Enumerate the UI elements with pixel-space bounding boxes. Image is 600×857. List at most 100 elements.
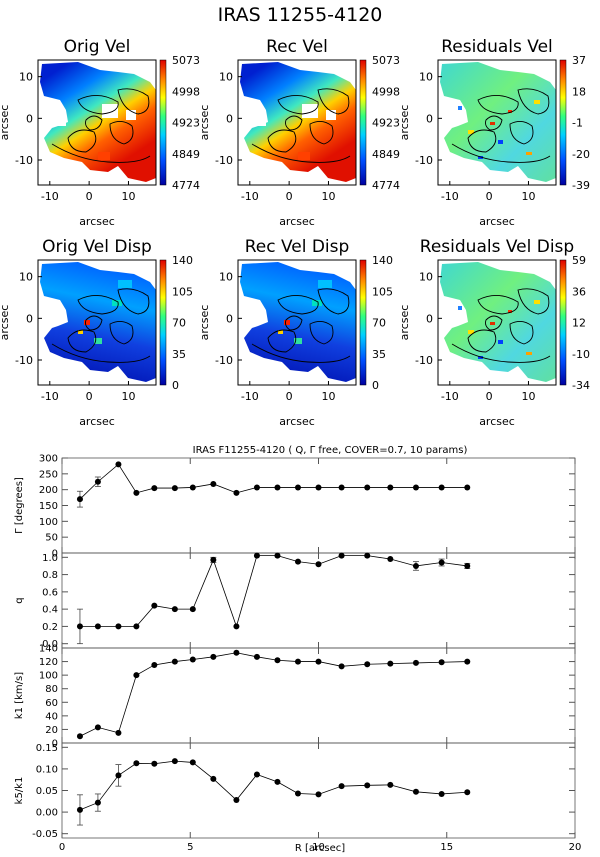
map-contour <box>451 143 551 163</box>
colorbar-label: 4774 <box>372 179 400 192</box>
profile-point <box>253 552 260 559</box>
profile-point <box>189 759 196 766</box>
map-contour <box>267 129 297 153</box>
map-panel-5: Rec Vel Disp -10 0 10 10 0 -10 arcsec arcsec 140 1… <box>198 237 393 428</box>
map-ytick-label: 0 <box>226 112 233 125</box>
profile-point <box>76 733 83 740</box>
profile-point <box>315 484 322 491</box>
profile-point <box>364 552 371 559</box>
map-xtick-label: -10 <box>41 190 59 203</box>
colorbar <box>159 259 167 386</box>
map-contour <box>467 329 497 353</box>
profile-ytick-label: 0.15 <box>36 743 58 754</box>
profile-point <box>151 485 158 492</box>
map-contour <box>285 115 303 131</box>
profile-ytick-label: 1.0 <box>42 553 58 564</box>
map-contour <box>117 88 150 115</box>
profile-ylabel: q <box>14 597 25 603</box>
map-contour <box>251 143 351 163</box>
profile-point <box>133 672 140 679</box>
map-xtick-label: 0 <box>286 190 293 203</box>
colorbar-label: 5073 <box>172 54 200 67</box>
map-xtick-label: -10 <box>441 390 459 403</box>
profile-point <box>315 658 322 665</box>
colorbar <box>359 59 367 186</box>
profile-ytick-label: 0 <box>52 549 58 560</box>
profile-ytick-label: 0.6 <box>42 587 58 598</box>
profile-frame <box>61 742 576 839</box>
colorbar-label: 4923 <box>172 117 200 130</box>
map-speckle <box>102 104 118 118</box>
map-xtick-label: -10 <box>441 190 459 203</box>
profile-point <box>94 623 101 630</box>
profile-point <box>387 660 394 667</box>
colorbar-label: -10 <box>572 348 590 361</box>
map-speckle <box>534 100 540 104</box>
map-ylabel: arcsec <box>398 305 411 341</box>
map-contour <box>467 129 497 153</box>
colorbar-label: 4774 <box>172 179 200 192</box>
map-speckle <box>498 140 503 144</box>
profile-point <box>315 791 322 798</box>
map-ylabel: arcsec <box>398 105 411 141</box>
profile-point <box>133 623 140 630</box>
profile-ytick-label: 0.10 <box>36 764 58 775</box>
map-frame <box>237 59 357 186</box>
map-frame <box>237 259 357 386</box>
colorbar-label: -20 <box>572 148 590 161</box>
map-contour <box>267 329 297 353</box>
map-image <box>40 62 156 182</box>
profile-point <box>233 649 240 656</box>
map-ytick-label: 0 <box>26 112 33 125</box>
profile-point <box>274 484 281 491</box>
profile-point <box>94 478 101 485</box>
profile-ytick-label: 200 <box>39 485 58 496</box>
map-panels: Orig Vel-10 0 10100-10arcsecarcsec50734998… <box>0 37 590 428</box>
colorbar-label: -39 <box>572 179 590 192</box>
profile-point <box>387 484 394 491</box>
profile-point <box>115 623 122 630</box>
map-panel-3: Residuals Vel -10 0 10 10 0 -10 arcsec arcsec 37 1… <box>398 37 590 228</box>
profile-ytick-label: 0.05 <box>36 786 58 797</box>
map-speckle <box>490 122 495 125</box>
map-xtick-label: -10 <box>241 190 259 203</box>
profile-point <box>189 656 196 663</box>
colorbar-label: 70 <box>372 317 386 330</box>
colorbar-label: 4998 <box>172 85 200 98</box>
map-speckle <box>84 320 90 325</box>
profile-line <box>79 760 468 811</box>
map-contour <box>517 288 550 315</box>
map-speckle <box>508 110 512 113</box>
colorbar-label: 0 <box>172 379 179 392</box>
map-speckle <box>58 116 66 126</box>
map-speckle <box>318 280 332 288</box>
profile-xtick-label: 0 <box>59 842 65 853</box>
map-ytick-label: -10 <box>15 354 33 367</box>
map-ytick-label: 0 <box>426 312 433 325</box>
profile-point <box>274 552 281 559</box>
profile-point <box>364 782 371 789</box>
map-xlabel: arcsec <box>79 215 115 228</box>
map-speckle <box>294 338 302 344</box>
colorbar-label: 4923 <box>372 117 400 130</box>
lower-title: IRAS F11255-4120 ( Q, Γ free, COVER=0.7,… <box>193 445 468 456</box>
colorbar <box>559 59 567 186</box>
profile-point <box>189 484 196 491</box>
profile-point <box>412 788 419 795</box>
map-xtick-label: 0 <box>486 190 493 203</box>
colorbar-label: 105 <box>372 285 393 298</box>
map-contour <box>77 95 119 115</box>
colorbar <box>359 259 367 386</box>
map-title: Rec Vel <box>266 37 328 57</box>
map-contour <box>485 315 503 331</box>
profile-point <box>294 658 301 665</box>
map-xtick-label: 0 <box>486 390 493 403</box>
map-image <box>240 62 356 182</box>
map-xlabel: arcsec <box>479 415 515 428</box>
profile-ytick-label: 0.8 <box>42 570 58 581</box>
profile-frame <box>61 552 576 649</box>
profile-point <box>76 623 83 630</box>
map-contour <box>317 88 350 115</box>
profile-point <box>233 797 240 803</box>
map-ylabel: arcsec <box>0 105 11 141</box>
